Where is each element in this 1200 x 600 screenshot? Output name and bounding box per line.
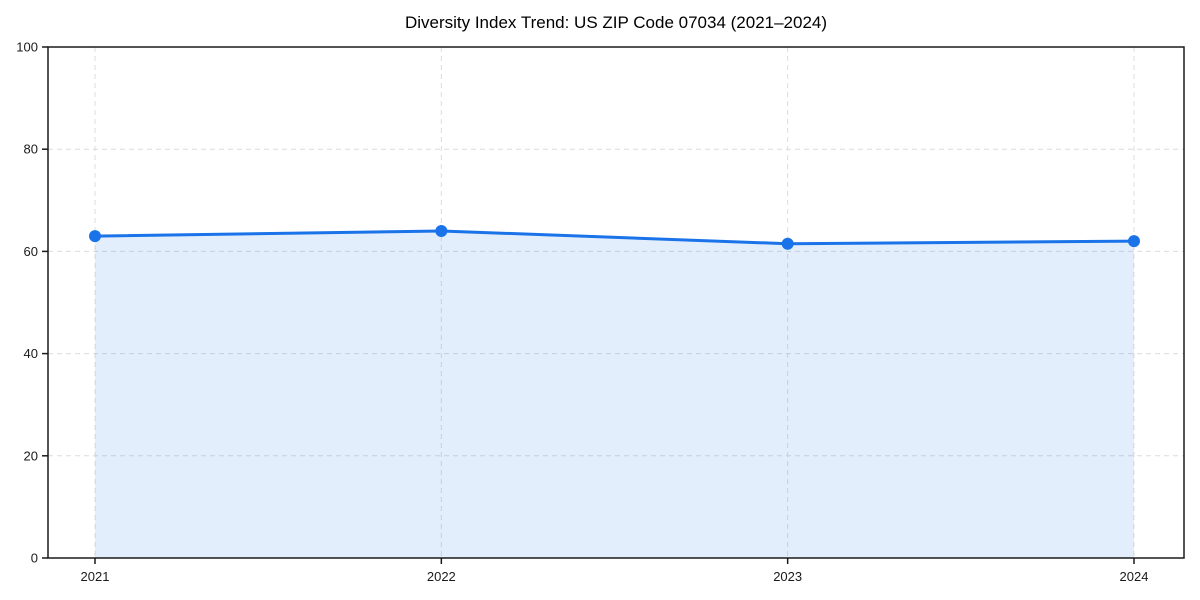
y-tick-label: 60: [24, 244, 38, 259]
data-point: [435, 224, 448, 237]
y-tick-label: 100: [16, 40, 38, 55]
y-tick-label: 40: [24, 346, 38, 361]
trend-line: [93, 229, 1136, 246]
chart-title: Diversity Index Trend: US ZIP Code 07034…: [404, 13, 828, 32]
y-tick-label: 80: [24, 142, 38, 157]
y-tick-label: 0: [31, 551, 38, 566]
area-fill: [95, 230, 1134, 558]
y-tick-label: 20: [24, 448, 38, 463]
data-point: [89, 230, 101, 243]
data-point: [781, 237, 794, 250]
x-tick-label: 2021: [81, 569, 110, 584]
x-tick-label: 2023: [773, 569, 802, 584]
data-point: [1128, 235, 1140, 248]
x-tick-label: 2022: [427, 569, 456, 584]
plot-frame: [47, 46, 1185, 559]
x-tick-label: 2024: [1120, 569, 1149, 584]
